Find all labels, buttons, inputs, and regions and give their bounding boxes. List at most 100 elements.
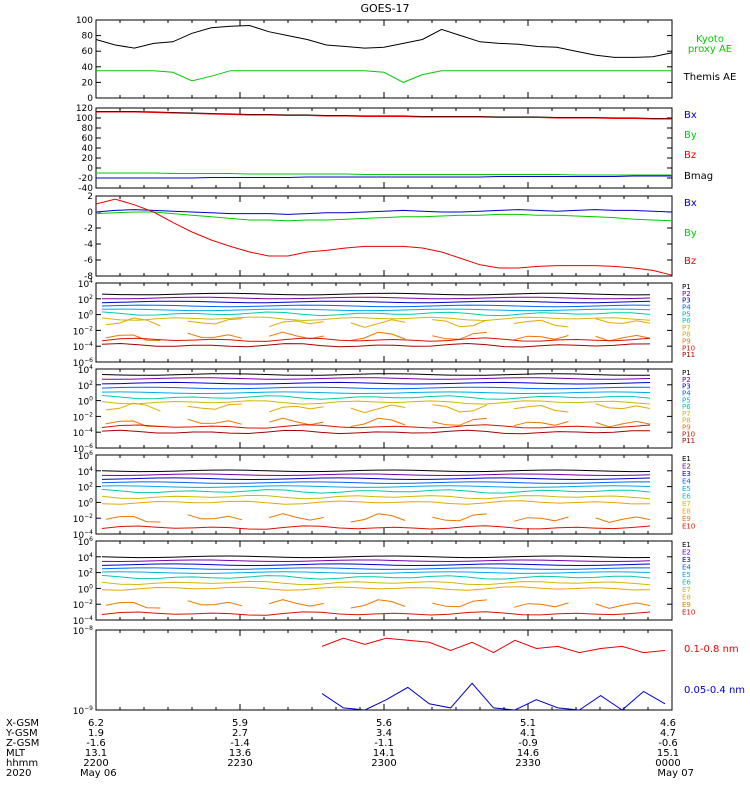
ytick-label-pn: 10−2 [73,325,93,337]
panel-pn [95,282,673,363]
series-pe-P9 [350,417,406,427]
series-igrf-by [95,211,673,222]
ytick-label-bigrf: 2 [87,192,93,202]
series-pe-P2 [101,377,651,380]
ytick-label-bsm: 40 [82,144,94,154]
channel-label-pn-P11: P11 [682,351,695,359]
series-igrf-bz [95,198,673,276]
series-pn-P1 [101,292,651,296]
series-pe-P5 [101,391,651,395]
series-pn-P8 [432,319,487,328]
ytick-label-ee: 10−4 [73,615,93,627]
series-pe-P8 [350,404,406,414]
panel-en [95,454,673,535]
series-en-E4 [101,481,650,484]
legend-xray-1: 0.05-0.4 nm [684,685,745,696]
channel-label-pe-P8: P8 [682,417,691,425]
ytick-label-bsm: 120 [76,104,93,114]
ytick-label-ee: 102 [78,568,93,580]
axis-value-mlt: 13.1 [85,748,107,759]
series-pn-P2 [101,296,651,300]
channel-label-ee-E5: E5 [682,571,691,579]
axis-value-y-gsm: 2.7 [232,728,248,739]
ytick-label-pn: 104 [78,278,93,290]
axis-value-y-gsm: 4.7 [660,728,676,739]
channel-label-en-E7: E7 [682,500,691,508]
ytick-label-bigrf: -6 [84,256,93,266]
series-ee-E9 [269,599,324,607]
ytick-label-en: 10−2 [73,513,93,525]
channel-label-pe-P9: P9 [682,424,691,432]
ytick-label-pe: 100 [78,396,93,408]
axis-value-z-gsm: -1.6 [86,738,106,749]
channel-label-ee-E10: E10 [682,609,695,617]
series-en-E5 [101,485,651,488]
legend-xray-0: 0.1-0.8 nm [684,644,739,655]
series-pn-P8 [595,318,651,324]
legend-bsm-3: Bmag [684,171,713,182]
channel-label-en-E2: E2 [682,463,691,471]
series-ee-E5 [101,571,651,574]
channel-label-pn-P6: P6 [682,317,691,325]
series-en-E9 [350,513,406,523]
series-pe-P9 [187,418,243,425]
series-pe-P3 [101,381,651,385]
series-pe-P7 [101,400,651,405]
legend-ae-0: Kyoto [696,34,724,45]
axis-value-x-gsm: 5.6 [376,718,392,729]
ytick-label-pn: 10−6 [73,357,93,369]
series-ee-E9 [187,600,243,607]
series-pe-P8 [105,402,161,412]
channel-label-pe-P5: P5 [682,396,691,404]
channel-label-pn-P3: P3 [682,297,691,305]
channel-label-ee-E9: E9 [682,601,691,609]
channel-label-pe-P7: P7 [682,410,691,418]
series-pe-P11 [101,429,651,435]
series-ee-E4 [101,567,650,570]
ytick-label-en: 106 [78,450,93,462]
channel-label-pn-P8: P8 [682,331,691,339]
axis-value-z-gsm: -1.4 [230,738,250,749]
series-pe-P8 [269,405,324,413]
series-pn-P8 [105,317,161,327]
series-pe-P9 [269,417,324,426]
series-pe-P10 [101,424,651,429]
axis-value-x-gsm: 5.9 [232,718,248,729]
legend-ae-2: Themis AE [683,72,737,83]
ytick-label-pe: 102 [78,380,93,392]
series-kyoto-proxy-ae [96,70,672,83]
panel-bigrf [95,195,673,277]
channel-label-en-E10: E10 [682,523,695,531]
ytick-label-pe: 10−4 [73,427,93,439]
series-pe-P9 [595,420,651,428]
series-pe-P1 [101,373,651,376]
ytick-label-bigrf: 0 [87,208,93,218]
series-en-E3 [101,477,651,481]
ytick-label-ee: 106 [78,536,93,548]
ytick-label-pe: 10−6 [73,443,93,455]
channel-label-pn-P5: P5 [682,310,691,318]
series-bsm-bz [96,111,672,120]
channel-label-pe-P6: P6 [682,403,691,411]
channel-label-en-E3: E3 [682,470,691,478]
series-pn-P8 [187,318,243,325]
series-en-E1 [101,469,651,473]
ytick-label-ae: 20 [82,78,94,88]
series-bsm-by [96,172,672,176]
panel-ee [95,540,673,621]
channel-label-ee-E4: E4 [682,564,691,572]
channel-label-pn-P10: P10 [682,344,695,352]
channel-label-pn-P9: P9 [682,338,691,346]
axis-value-z-gsm: -0.6 [658,738,678,749]
series-en-E7 [101,494,651,500]
ytick-label-ae: 100 [76,16,93,26]
channel-label-pe-P11: P11 [682,437,695,445]
series-en-E9 [269,513,324,521]
channel-label-pe-P3: P3 [682,383,691,391]
series-en-E9 [595,516,651,523]
ytick-label-en: 100 [78,497,93,509]
axis-value-hhmm: 0000 [655,758,680,769]
series-pn-P11 [101,342,651,348]
ytick-label-bsm: 60 [82,134,94,144]
series-en-E9 [432,513,487,522]
